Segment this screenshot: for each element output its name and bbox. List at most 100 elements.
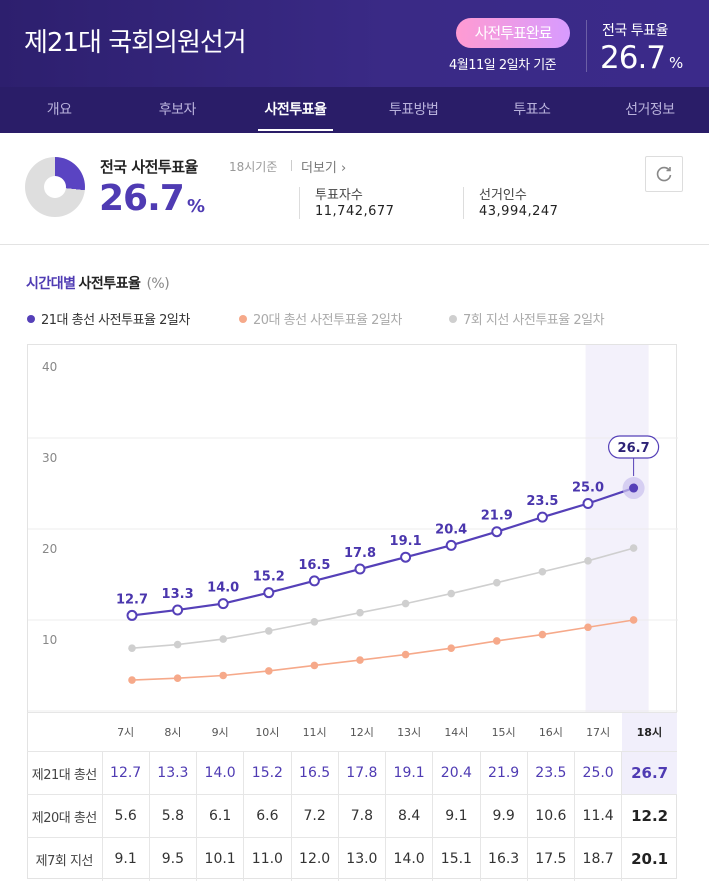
table-header-cell: 15시: [480, 712, 528, 752]
data-point: [356, 608, 364, 617]
data-point: [356, 656, 364, 664]
legend-item-21: 21대 총선 사전투표율 2일차: [27, 309, 190, 328]
table-cell: 7.2: [291, 794, 339, 838]
data-point: [126, 609, 138, 621]
tab-early-voting[interactable]: 사전투표율: [236, 87, 354, 133]
table-cell: 17.8: [338, 751, 387, 795]
table-corner: [27, 712, 102, 752]
legend-dot: [449, 315, 457, 323]
table-cell: 14.0: [385, 837, 434, 881]
data-point: [629, 616, 638, 624]
tab-overview[interactable]: 개요: [46, 102, 72, 118]
table-cell: 20.4: [432, 751, 481, 795]
chart-box: 10 20 30 40 12.7 13.3 14.0 15.2 16.5 17.8 19.1 20.4…: [27, 344, 678, 879]
table-cell: 9.5: [149, 837, 198, 881]
series-line: [131, 547, 634, 649]
summary-divider: [291, 160, 292, 171]
data-label: 20.4: [435, 522, 467, 537]
tab-polling-station[interactable]: 투표소: [513, 102, 551, 118]
table-cell: 23.5: [527, 751, 576, 795]
data-label: 16.5: [298, 558, 330, 573]
table-row-header: 제21대 총선: [27, 751, 103, 795]
legend-dot: [239, 315, 247, 323]
table-cell: 15.2: [243, 751, 292, 795]
table-cell: 12.7: [102, 751, 150, 795]
y-tick-label: 10: [42, 633, 57, 647]
data-point: [445, 539, 457, 551]
table-header-row: 7시 8시 9시 10시 11시 12시 13시 14시 15시 16시 17시 18시: [27, 712, 677, 752]
table-cell: 16.3: [480, 837, 528, 881]
data-point: [629, 483, 639, 493]
table-header-cell: 13시: [385, 712, 433, 752]
table-cell: 10.1: [196, 837, 245, 881]
data-point: [308, 575, 320, 587]
data-label: 12.7: [116, 592, 148, 607]
y-tick-label: 40: [42, 360, 57, 374]
summary-time: 18시기준: [229, 160, 278, 174]
header-bar: 제21대 국회의원선거 사전투표완료 4월11일 2일차 기준 전국 투표율 2…: [0, 0, 709, 87]
table-cell: 13.0: [338, 837, 387, 881]
table-cell: 12.2: [621, 794, 677, 838]
table-cell: 12.0: [291, 837, 339, 881]
chart-section-title: 시간대별 사전투표율 (%): [26, 276, 170, 292]
more-link[interactable]: 더보기 ›: [301, 161, 347, 176]
table-cell: 13.3: [149, 751, 198, 795]
data-point: [584, 557, 592, 565]
tab-voting-method[interactable]: 투표방법: [388, 102, 439, 118]
voters-value: 11,742,677: [315, 204, 395, 219]
table-cell: 5.6: [102, 794, 150, 838]
data-point: [447, 589, 456, 598]
refresh-button[interactable]: [645, 156, 683, 192]
pie-center: [44, 176, 66, 198]
national-turnout-label: 전국 투표율: [602, 23, 668, 39]
data-point: [491, 526, 503, 538]
data-point: [173, 640, 182, 649]
summary-title: 전국 사전투표율: [100, 158, 198, 176]
table-cell: 5.8: [149, 794, 198, 838]
data-point: [629, 544, 638, 552]
table-row-header: 제7회 지선: [27, 837, 103, 881]
legend-item-7: 7회 지선 사전투표율 2일차: [449, 309, 605, 328]
tab-election-info[interactable]: 선거정보: [625, 102, 675, 118]
table-header-cell: 9시: [196, 712, 244, 752]
data-label: 25.0: [572, 481, 604, 496]
summary-rate: 26.7: [99, 178, 185, 219]
national-turnout-value: 26.7%: [600, 40, 683, 76]
data-point: [493, 578, 501, 587]
data-point: [538, 567, 547, 576]
data-point: [400, 551, 412, 563]
data-point: [265, 627, 273, 635]
table-cell: 16.5: [291, 751, 339, 795]
table-cell: 10.6: [527, 794, 576, 838]
data-point: [401, 650, 410, 659]
data-point: [310, 661, 319, 670]
data-point: [217, 598, 229, 610]
legend-dot: [27, 315, 35, 323]
voters-label: 투표자수: [315, 188, 363, 203]
table-header-cell: 14시: [432, 712, 480, 752]
summary-rate-unit: %: [187, 196, 206, 217]
table-cell: 19.1: [385, 751, 434, 795]
refresh-icon: [656, 166, 672, 182]
table-cell: 11.0: [243, 837, 292, 881]
table-cell: 7.8: [338, 794, 387, 838]
table-cell: 6.6: [243, 794, 292, 838]
y-tick-label: 30: [42, 451, 57, 465]
table-header-cell: 16시: [527, 712, 575, 752]
data-point: [128, 676, 136, 684]
page-title: 제21대 국회의원선거: [24, 28, 247, 58]
data-label: 26.7: [618, 441, 650, 456]
table-cell: 18.7: [574, 837, 623, 881]
status-badge: 사전투표완료: [456, 18, 570, 48]
table-row: 제20대 총선 5.6 5.8 6.1 6.6 7.2 7.8 8.4 9.1 9.9 10.6 11…: [27, 794, 677, 838]
series-line: [131, 486, 634, 617]
data-label: 21.9: [481, 509, 513, 524]
data-label: 13.3: [162, 587, 194, 602]
tab-candidates[interactable]: 후보자: [158, 102, 197, 118]
table-cell: 15.1: [432, 837, 481, 881]
data-point: [265, 667, 273, 675]
table-header-cell: 8시: [149, 712, 197, 752]
data-point: [584, 623, 592, 632]
line-chart: 10 20 30 40 12.7 13.3 14.0 15.2 16.5 17.8 19.1 20.4…: [28, 345, 678, 713]
electorate-value: 43,994,247: [479, 204, 559, 219]
